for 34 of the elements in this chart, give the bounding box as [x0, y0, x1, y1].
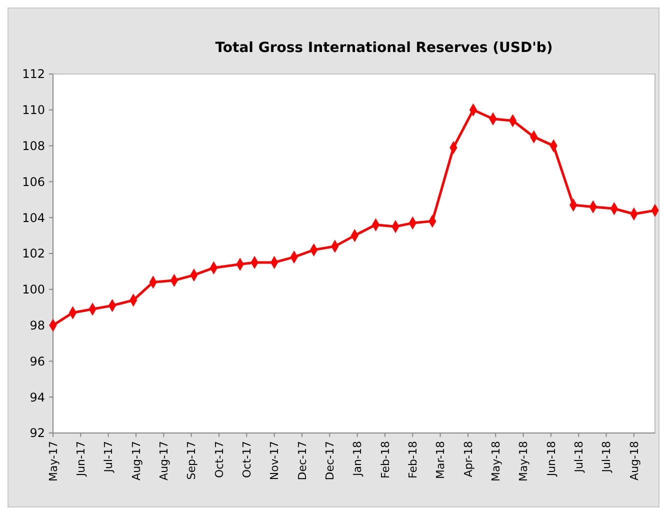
x-tick-label: Oct-17 [240, 441, 254, 478]
x-tick-label: Dec-17 [296, 441, 309, 480]
x-tick-label: Aug-17 [158, 441, 170, 480]
x-tick-label: Aug-18 [628, 441, 641, 480]
x-tick-label: Jul-18 [600, 441, 614, 474]
x-tick-label: May-17 [46, 441, 60, 482]
y-tick-label: 96 [30, 354, 45, 368]
x-tick-label: Jul-18 [572, 441, 586, 474]
y-tick-label: 108 [22, 139, 45, 153]
x-tick-label: Jul-17 [102, 441, 116, 474]
x-tick-label: May-18 [517, 441, 530, 482]
x-tick-label: Dec-17 [323, 441, 336, 480]
y-tick-label: 104 [22, 210, 45, 225]
x-tick-label: Oct-17 [212, 441, 226, 478]
x-tick-label: Feb-18 [378, 441, 392, 478]
chart-title: Total Gross International Reserves (USD'b) [215, 40, 553, 56]
x-tick-label: Jan-18 [351, 441, 364, 477]
x-tick-label: Sep-17 [185, 441, 198, 480]
y-tick-label: 94 [30, 390, 45, 404]
y-tick-label: 102 [22, 246, 45, 261]
y-tick-label: 92 [30, 426, 45, 440]
x-tick-label: Mar-18 [434, 441, 448, 480]
x-tick-label: Feb-18 [406, 441, 420, 478]
x-tick-label: Apr-18 [462, 441, 475, 478]
y-tick-label: 98 [30, 318, 45, 332]
x-tick-label: Aug-17 [130, 441, 143, 480]
y-tick-label: 106 [22, 174, 45, 189]
y-tick-label: 100 [22, 282, 45, 297]
x-tick-label: Jun-18 [544, 441, 558, 478]
x-tick-label: Nov-17 [268, 441, 282, 480]
y-tick-label: 110 [22, 103, 45, 118]
y-tick-label: 112 [22, 67, 45, 82]
x-tick-label: May-18 [489, 441, 502, 482]
x-tick-label: Jun-17 [74, 441, 88, 478]
